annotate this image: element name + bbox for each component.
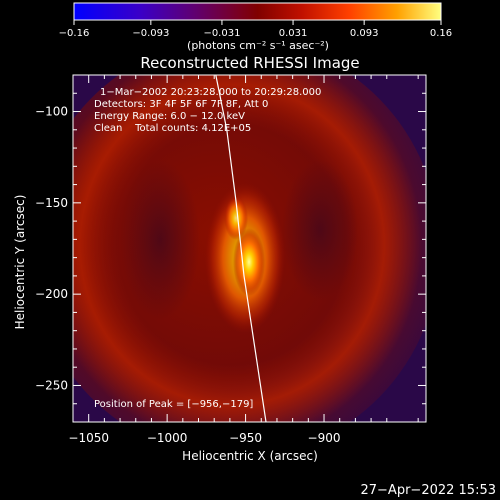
colorbar-tick-label: −0.16 (59, 28, 90, 39)
y-tick-label: −150 (35, 196, 68, 210)
limb-curve (215, 75, 267, 422)
x-tick-label: −950 (229, 431, 262, 445)
plot-frame (72, 74, 427, 423)
chart-title: Reconstructed RHESSI Image (140, 54, 359, 72)
peak-position-label: Position of Peak = [−956,−179] (94, 399, 253, 410)
y-tick-label: −100 (35, 105, 68, 119)
footer-timestamp: 27−Apr−2022 15:53 (361, 483, 497, 498)
y-axis-ticks: −250 −200 −150 −100 (35, 74, 426, 423)
x-tick-label: −1050 (68, 431, 109, 445)
colorbar (73, 2, 442, 21)
annotation-counts: Clean Total counts: 4.12E+05 (94, 123, 251, 134)
annotation-energy: Energy Range: 6.0 − 12.0 keV (94, 111, 245, 122)
x-axis-ticks: −1050 −1000 −950 −900 (68, 75, 419, 445)
colorbar-tick-label: −0.031 (203, 28, 240, 39)
colorbar-ticks: −0.16 −0.093 −0.031 0.031 0.093 0.16 (59, 20, 452, 39)
y-axis-label: Heliocentric Y (arcsec) (13, 195, 27, 330)
x-tick-label: −1000 (147, 431, 188, 445)
dark-lobe-right (282, 160, 358, 300)
dark-lobe-left (120, 160, 200, 320)
colorbar-tick-label: −0.093 (132, 28, 169, 39)
colorbar-tick-label: 0.093 (350, 28, 379, 39)
x-axis-label: Heliocentric X (arcsec) (182, 449, 318, 463)
heatmap-image (73, 75, 426, 422)
y-tick-label: −200 (35, 287, 68, 301)
y-tick-label: −250 (35, 378, 68, 392)
annotation-detectors: Detectors: 3F 4F 5F 6F 7F 8F, Att 0 (94, 99, 268, 110)
flare-upper (224, 196, 248, 240)
x-tick-label: −900 (308, 431, 341, 445)
colorbar-unit-label: (photons cm⁻² s⁻¹ asec⁻²) (187, 39, 329, 52)
colorbar-tick-label: 0.16 (430, 28, 452, 39)
annotation-time: 1−Mar−2002 20:23:28.000 to 20:29:28.000 (100, 87, 321, 98)
colorbar-tick-label: 0.031 (279, 28, 308, 39)
